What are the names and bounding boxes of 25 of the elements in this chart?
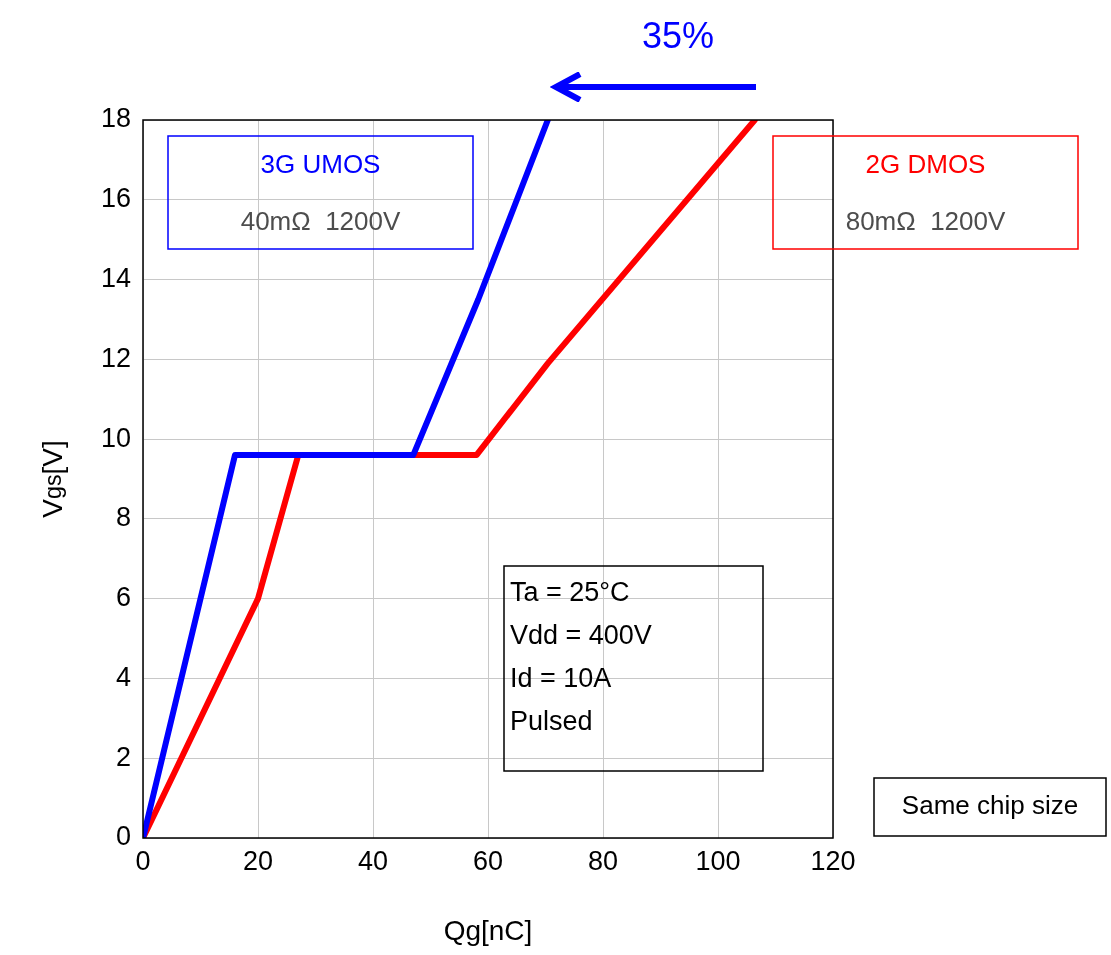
x-axis-title: Qg[nC] xyxy=(443,914,533,946)
x-tick-label: 0 xyxy=(135,845,151,876)
annotation: Ta = 25°C Vdd = 400V Id = 10A Pulsed xyxy=(510,577,652,737)
text: 2G DMOS xyxy=(865,149,986,180)
y-tick-label: 16 xyxy=(100,183,131,214)
annotation: 40mΩ 1200V xyxy=(240,206,401,237)
text: Same chip size xyxy=(901,790,1079,821)
x-tick-label: 120 xyxy=(810,845,856,876)
y-tick-label: 8 xyxy=(115,502,131,533)
y-tick-label: 18 xyxy=(100,103,131,134)
x-tick-label: 60 xyxy=(472,845,504,876)
text: 35% xyxy=(641,14,715,56)
text: 3G UMOS xyxy=(260,149,381,180)
y-tick-label: 4 xyxy=(115,661,131,692)
x-tick-label: 40 xyxy=(357,845,389,876)
y-tick-label: 10 xyxy=(100,422,131,453)
y-tick-label: 12 xyxy=(100,342,131,373)
x-tick-label: 100 xyxy=(695,845,741,876)
y-tick-label: 0 xyxy=(115,821,131,852)
y-tick-label: 2 xyxy=(115,741,131,772)
y-tick-label: 6 xyxy=(115,582,131,613)
x-tick-label: 80 xyxy=(587,845,619,876)
y-tick-label: 14 xyxy=(100,263,131,294)
text: 80mΩ 1200V xyxy=(845,206,1006,237)
x-tick-label: 20 xyxy=(242,845,274,876)
